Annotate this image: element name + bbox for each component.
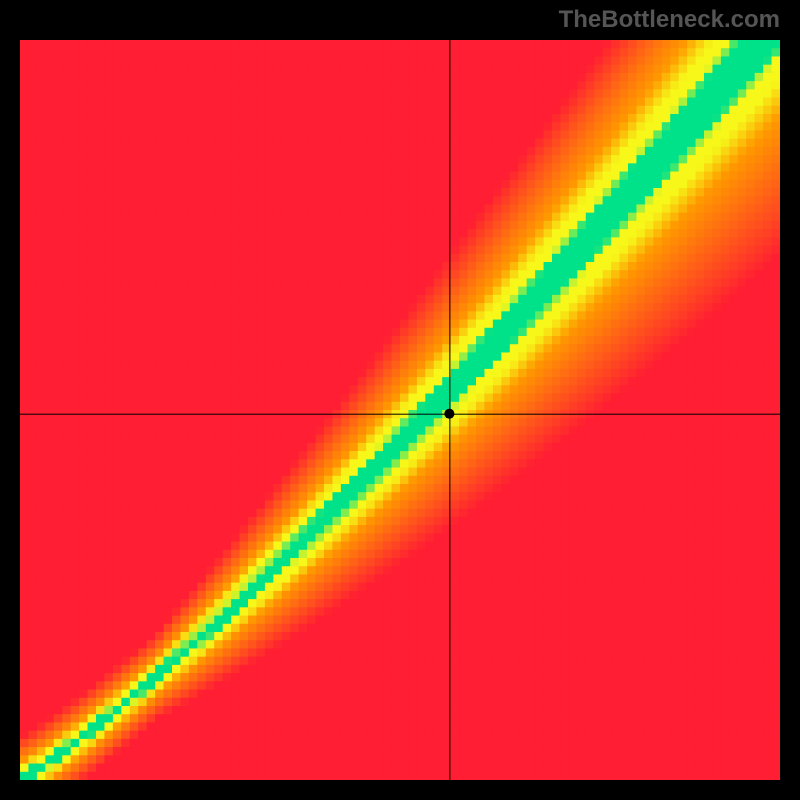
watermark-text: TheBottleneck.com <box>559 6 780 34</box>
heatmap-canvas <box>20 40 780 780</box>
heatmap-plot <box>20 40 780 780</box>
